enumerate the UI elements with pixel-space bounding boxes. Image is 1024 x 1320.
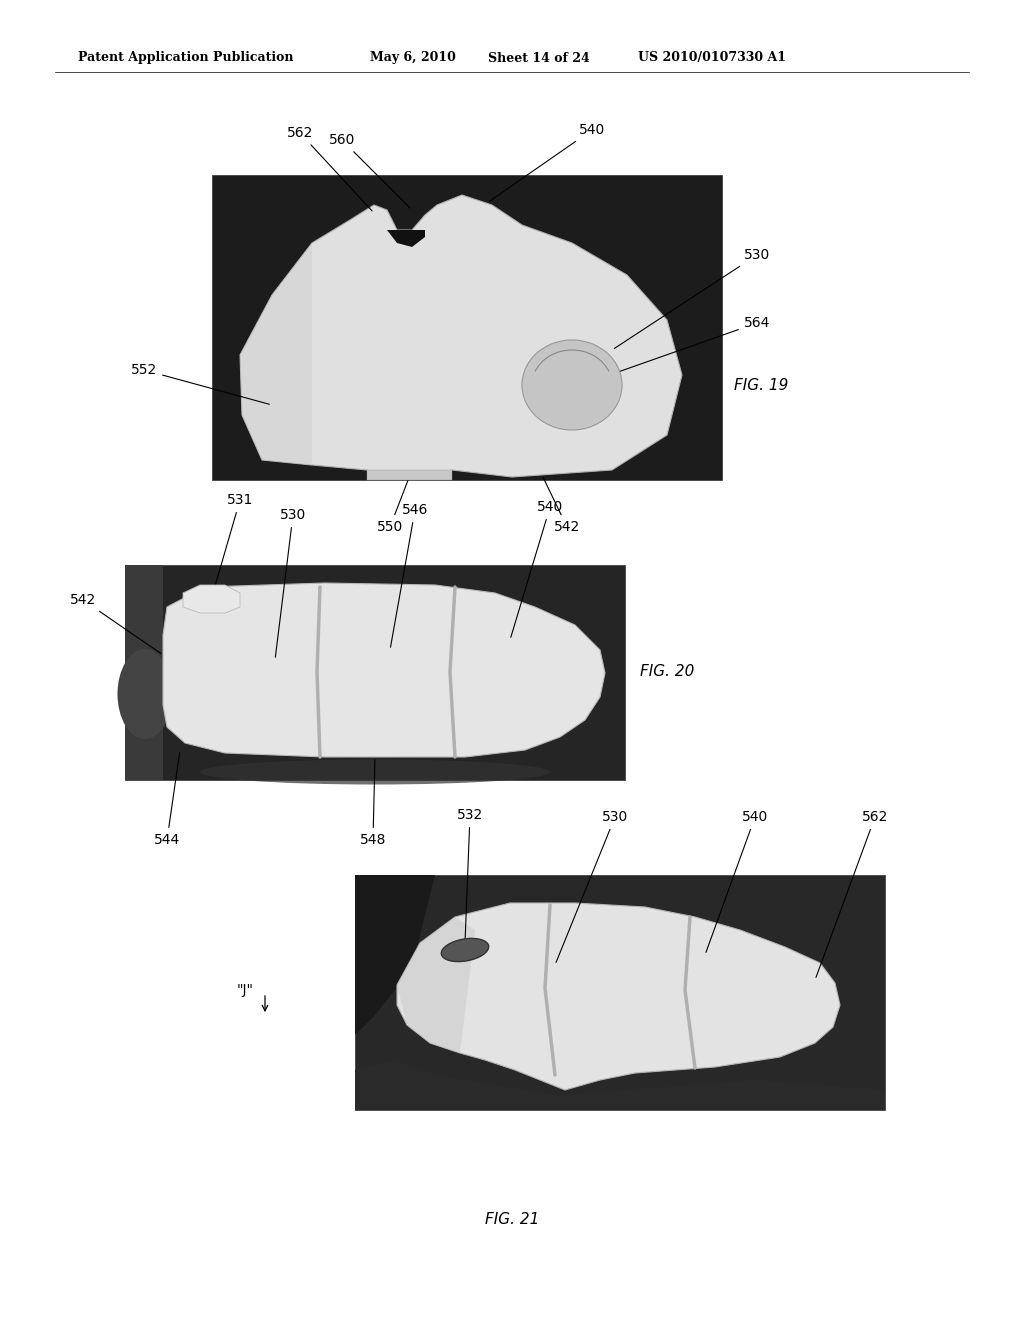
Polygon shape <box>387 230 425 247</box>
Text: 548: 548 <box>359 760 386 847</box>
Text: 542: 542 <box>70 593 161 653</box>
Text: 530: 530 <box>614 248 770 348</box>
Ellipse shape <box>441 939 488 961</box>
Text: 544: 544 <box>154 752 180 847</box>
Text: 546: 546 <box>390 503 428 647</box>
Polygon shape <box>355 875 435 1035</box>
Polygon shape <box>367 470 452 480</box>
Ellipse shape <box>118 649 172 739</box>
Text: 562: 562 <box>287 125 372 211</box>
Text: FIG. 19: FIG. 19 <box>734 378 788 392</box>
Text: Patent Application Publication: Patent Application Publication <box>78 51 294 65</box>
Polygon shape <box>355 1060 885 1110</box>
Ellipse shape <box>200 759 550 784</box>
Text: 530: 530 <box>556 810 628 962</box>
Polygon shape <box>183 585 240 612</box>
Polygon shape <box>163 583 605 756</box>
Text: 540: 540 <box>489 123 605 202</box>
Bar <box>355 875 885 1110</box>
Bar <box>125 565 163 780</box>
Text: 560: 560 <box>329 133 410 209</box>
Polygon shape <box>397 917 475 1053</box>
Bar <box>125 565 625 780</box>
Text: 562: 562 <box>816 810 888 977</box>
Text: 542: 542 <box>543 478 581 535</box>
Text: 531: 531 <box>214 492 253 590</box>
Polygon shape <box>397 903 840 1090</box>
Bar <box>212 176 722 480</box>
Text: 550: 550 <box>377 478 409 535</box>
Text: 532: 532 <box>457 808 483 940</box>
Text: 530: 530 <box>275 508 306 657</box>
Polygon shape <box>240 243 312 465</box>
Text: May 6, 2010: May 6, 2010 <box>370 51 456 65</box>
Text: 540: 540 <box>511 500 563 638</box>
Ellipse shape <box>522 341 622 430</box>
Text: FIG. 21: FIG. 21 <box>484 1213 540 1228</box>
Text: US 2010/0107330 A1: US 2010/0107330 A1 <box>638 51 786 65</box>
Text: FIG. 20: FIG. 20 <box>640 664 694 680</box>
Text: 564: 564 <box>569 315 770 389</box>
Polygon shape <box>240 195 682 477</box>
Text: Sheet 14 of 24: Sheet 14 of 24 <box>488 51 590 65</box>
Text: 552: 552 <box>131 363 269 404</box>
Text: "J": "J" <box>237 983 254 997</box>
Text: 540: 540 <box>706 810 768 953</box>
